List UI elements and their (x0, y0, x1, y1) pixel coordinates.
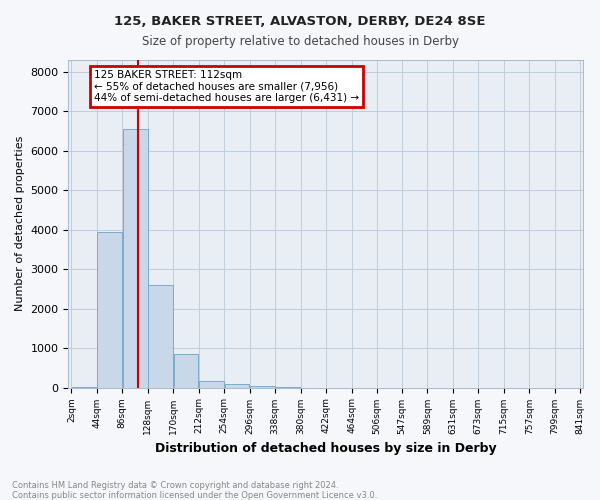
Text: 125 BAKER STREET: 112sqm
← 55% of detached houses are smaller (7,956)
44% of sem: 125 BAKER STREET: 112sqm ← 55% of detach… (94, 70, 359, 103)
Text: 125, BAKER STREET, ALVASTON, DERBY, DE24 8SE: 125, BAKER STREET, ALVASTON, DERBY, DE24… (114, 15, 486, 28)
Bar (148, 285, 173, 388)
X-axis label: Distribution of detached houses by size in Derby: Distribution of detached houses by size … (155, 442, 497, 455)
Text: Size of property relative to detached houses in Derby: Size of property relative to detached ho… (142, 35, 458, 48)
Y-axis label: Number of detached properties: Number of detached properties (15, 136, 25, 312)
Bar (122, 129, 148, 388)
Bar (97, 232, 122, 388)
Bar (224, 384, 250, 388)
Text: Contains HM Land Registry data © Crown copyright and database right 2024.: Contains HM Land Registry data © Crown c… (12, 481, 338, 490)
Bar (199, 380, 224, 388)
Bar (250, 386, 275, 388)
Bar (173, 354, 199, 388)
Text: Contains public sector information licensed under the Open Government Licence v3: Contains public sector information licen… (12, 491, 377, 500)
Bar (72, 387, 97, 388)
